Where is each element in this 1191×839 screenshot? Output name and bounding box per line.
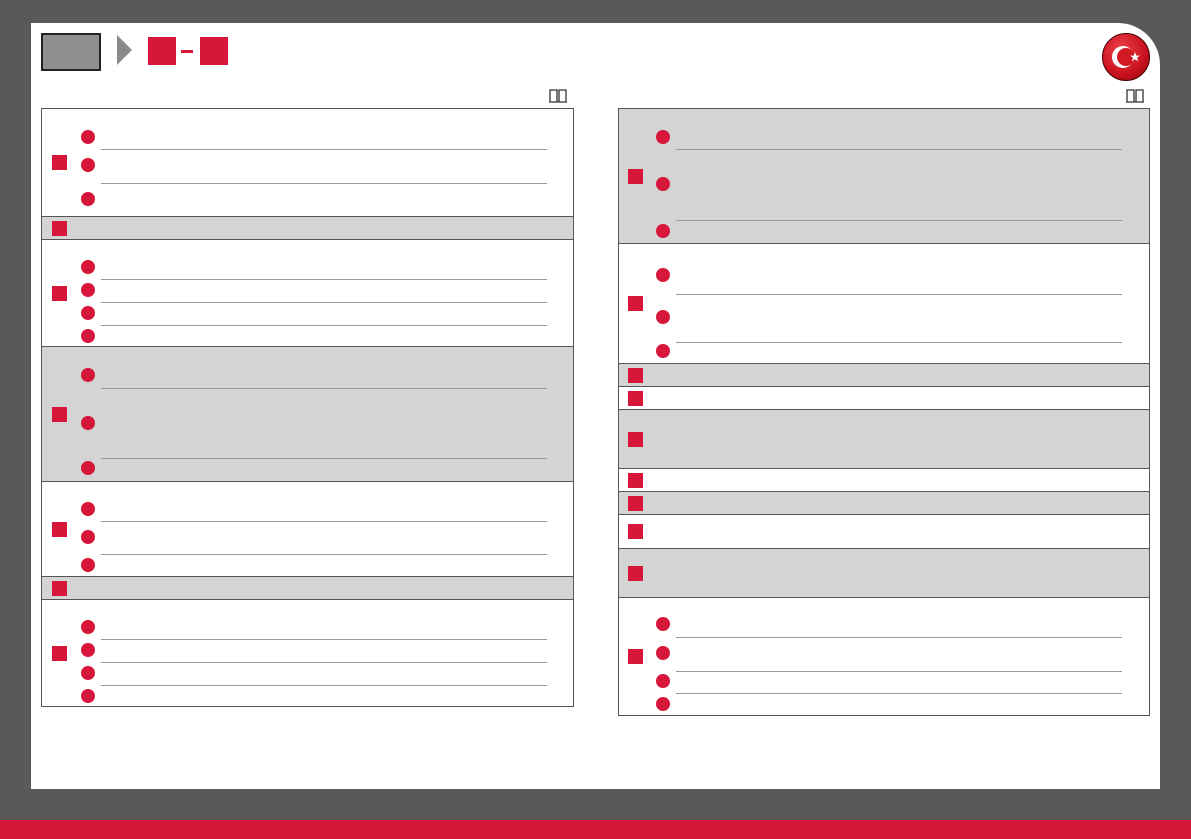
divider — [101, 458, 547, 459]
right-table — [618, 108, 1150, 716]
row-marker — [52, 521, 67, 537]
row-marker — [628, 472, 643, 488]
table-row — [42, 577, 573, 600]
bullet — [81, 461, 95, 475]
table-row — [619, 410, 1149, 469]
bullet — [81, 368, 95, 382]
bullet — [81, 502, 95, 516]
divider — [101, 639, 547, 640]
book-icon — [1126, 88, 1144, 108]
bullet — [81, 306, 95, 320]
divider — [101, 149, 547, 150]
bullet — [656, 646, 670, 660]
divider — [101, 662, 547, 663]
table-row — [619, 469, 1149, 492]
table-row — [42, 109, 573, 217]
divider — [676, 671, 1122, 672]
bullet — [656, 617, 670, 631]
table-row — [619, 109, 1149, 244]
divider — [101, 183, 547, 184]
divider — [676, 693, 1122, 694]
divider — [101, 685, 547, 686]
bullet — [656, 697, 670, 711]
divider — [101, 325, 547, 326]
divider — [101, 554, 547, 555]
row-marker — [628, 390, 643, 406]
divider — [101, 521, 547, 522]
divider — [676, 294, 1122, 295]
bullet — [81, 530, 95, 544]
table-row — [619, 364, 1149, 387]
bullet — [656, 130, 670, 144]
row-marker — [628, 168, 643, 184]
divider — [101, 279, 547, 280]
section-thumbnail — [41, 33, 101, 71]
divider — [676, 149, 1122, 150]
book-icon — [549, 88, 567, 108]
table-row — [42, 240, 573, 347]
row-marker — [52, 155, 67, 170]
bullet — [81, 283, 95, 297]
row-marker — [628, 367, 643, 383]
row-marker — [52, 220, 67, 236]
row-marker — [628, 524, 643, 539]
divider — [676, 342, 1122, 343]
bullet — [656, 674, 670, 688]
row-marker — [628, 431, 643, 447]
bullet — [81, 416, 95, 430]
divider — [101, 302, 547, 303]
range-end-marker — [200, 37, 228, 65]
bullet — [81, 643, 95, 657]
row-marker — [52, 406, 67, 422]
bullet — [81, 329, 95, 343]
bullet — [81, 260, 95, 274]
table-row — [619, 492, 1149, 515]
bullet — [656, 268, 670, 282]
table-row — [619, 549, 1149, 598]
range-start-marker — [148, 37, 176, 65]
table-row — [42, 482, 573, 577]
left-table — [41, 108, 574, 707]
table-row — [619, 387, 1149, 410]
bullet — [656, 177, 670, 191]
bullet — [81, 666, 95, 680]
bullet — [656, 224, 670, 238]
bullet — [81, 192, 95, 206]
bullet — [81, 620, 95, 634]
divider — [101, 388, 547, 389]
table-row — [619, 244, 1149, 364]
table-row — [619, 515, 1149, 549]
chevron-right-icon — [117, 35, 132, 65]
footer-bar — [0, 820, 1191, 839]
table-row — [42, 347, 573, 482]
divider — [676, 637, 1122, 638]
row-marker — [52, 580, 67, 596]
row-marker — [52, 285, 67, 301]
range-dash — [181, 50, 193, 53]
table-row — [42, 600, 573, 707]
table-row — [42, 217, 573, 240]
bullet — [81, 130, 95, 144]
row-marker — [628, 565, 643, 581]
bullet — [81, 158, 95, 172]
bullet — [656, 310, 670, 324]
table-row — [619, 598, 1149, 716]
divider — [676, 220, 1122, 221]
bullet — [656, 344, 670, 358]
bullet — [81, 689, 95, 703]
row-marker — [52, 645, 67, 661]
row-marker — [628, 495, 643, 511]
turkey-flag-icon — [1102, 33, 1150, 81]
bullet — [81, 558, 95, 572]
row-marker — [628, 649, 643, 664]
row-marker — [628, 296, 643, 311]
